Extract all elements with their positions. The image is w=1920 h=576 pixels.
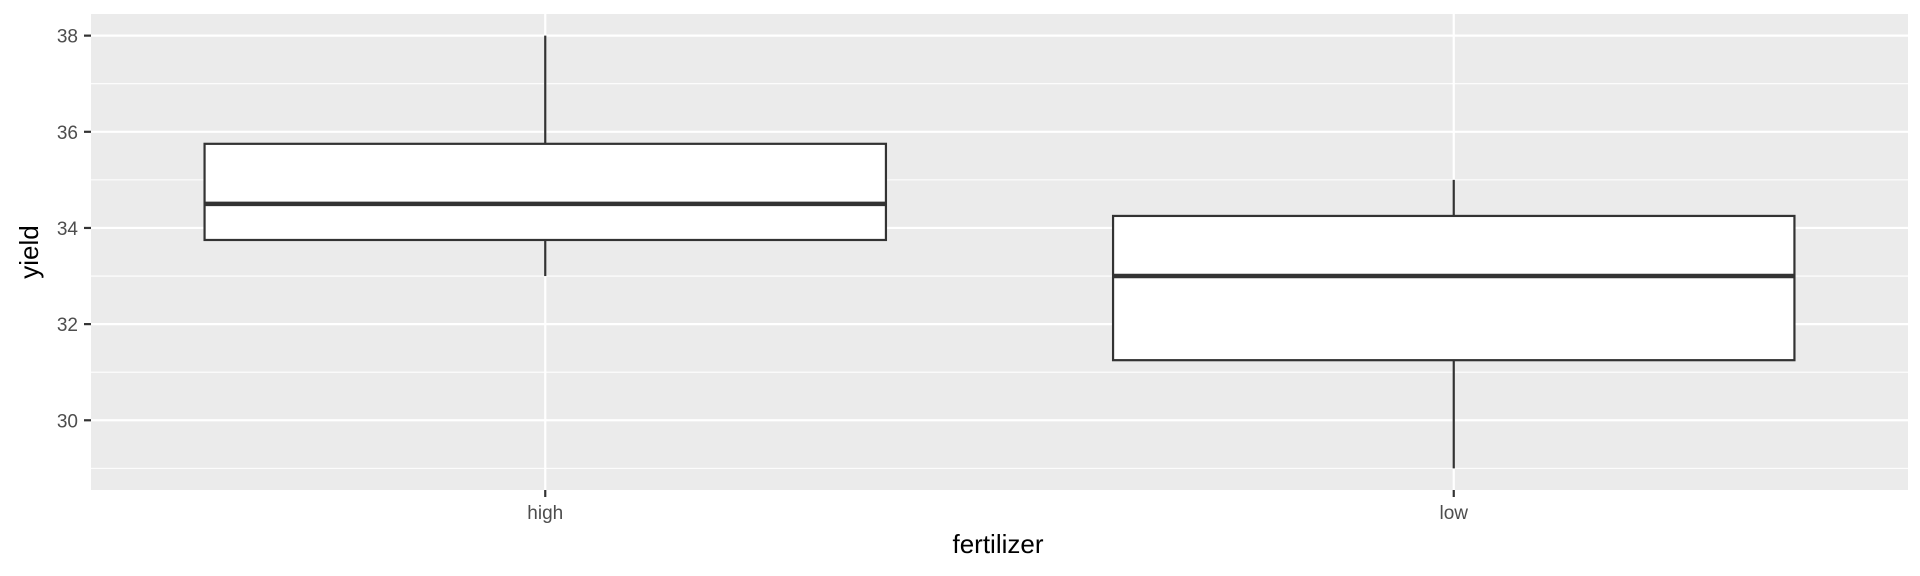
x-tick-label: low [1439, 503, 1468, 524]
y-tick-label: 34 [57, 219, 79, 240]
y-axis: 30 32 34 36 38 [57, 27, 91, 432]
box-body [1111, 214, 1796, 362]
x-tick-label: high [527, 503, 563, 524]
y-axis-title: yield [14, 225, 44, 278]
y-tick-label: 38 [57, 27, 78, 48]
box-body [203, 142, 888, 242]
x-axis-title: fertilizer [952, 529, 1043, 559]
box-low [1111, 179, 1796, 469]
box-high [203, 35, 888, 277]
y-tick-label: 30 [57, 411, 78, 432]
y-tick-label: 32 [57, 315, 78, 336]
x-axis: high low [527, 490, 1468, 524]
box-layer [203, 35, 1796, 469]
y-tick-label: 36 [57, 123, 78, 144]
